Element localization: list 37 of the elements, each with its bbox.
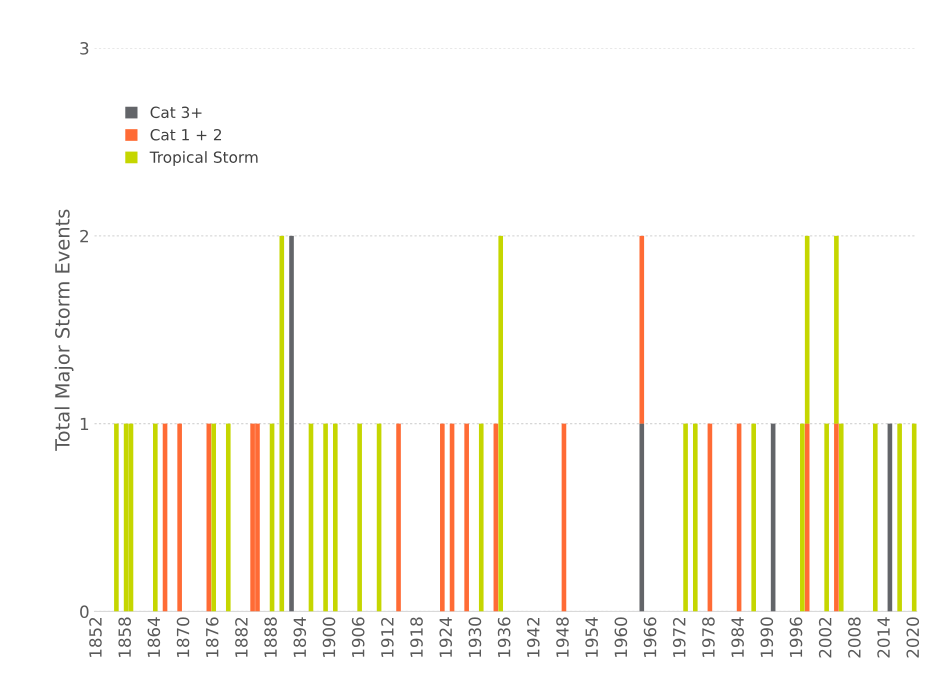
- x-tick-label: 1858: [118, 617, 131, 657]
- legend-label: Tropical Storm: [150, 151, 258, 166]
- x-tick-label: 1906: [352, 617, 364, 657]
- x-tick-label: 1894: [293, 617, 306, 657]
- x-tick-label: 2020: [906, 617, 920, 658]
- x-tick-label: 1900: [322, 617, 336, 657]
- y-axis-title: Total Major Storm Events: [54, 210, 74, 451]
- x-tick-label: 1918: [410, 617, 423, 657]
- x-tick-label: 1930: [468, 617, 482, 657]
- x-tick-label: 1882: [235, 618, 248, 657]
- x-tick-label: 1888: [264, 617, 277, 657]
- x-tick-label: 1948: [556, 617, 569, 657]
- y-tick-label: 1: [80, 418, 88, 430]
- y-tick-label: 2: [80, 230, 88, 242]
- x-tick-label: 1990: [760, 617, 774, 657]
- x-tick-label: 2002: [818, 618, 832, 658]
- x-tick-label: 1942: [526, 618, 540, 657]
- x-tick-label: 1924: [439, 617, 452, 657]
- legend-label: Cat 3+: [150, 106, 202, 118]
- y-tick-label: 0: [80, 605, 89, 618]
- x-tick-label: 1852: [89, 618, 102, 657]
- x-tick-label: 2008: [848, 617, 861, 658]
- x-tick-label: 1864: [148, 617, 160, 657]
- x-tick-label: 1954: [585, 617, 598, 657]
- x-tick-label: 1966: [644, 617, 656, 657]
- x-tick-label: 1978: [702, 617, 715, 657]
- x-tick-label: 1876: [206, 617, 219, 657]
- legend-label: Cat 1 + 2: [150, 128, 222, 141]
- x-tick-label: 1996: [790, 617, 802, 657]
- x-tick-label: 1960: [614, 617, 628, 657]
- x-tick-label: 1870: [176, 617, 190, 657]
- x-tick-label: 1912: [381, 618, 394, 657]
- x-tick-label: 1984: [731, 617, 744, 657]
- x-tick-label: 2014: [877, 617, 890, 658]
- x-tick-label: 1972: [672, 618, 686, 657]
- x-tick-label: 1936: [498, 617, 510, 657]
- y-tick-label: 3: [80, 42, 88, 55]
